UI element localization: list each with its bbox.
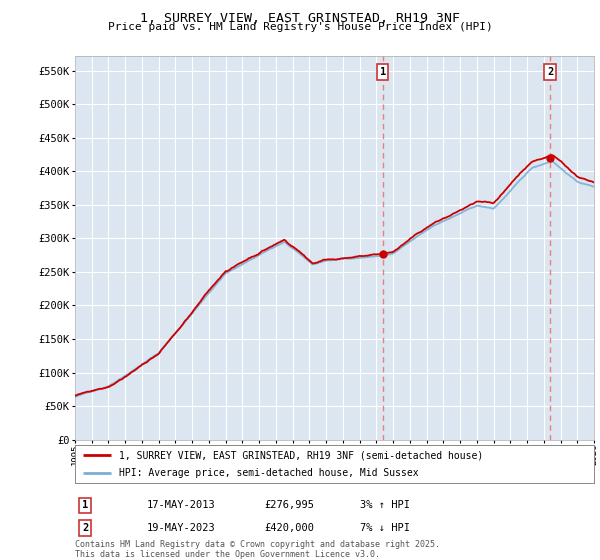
Text: 7% ↓ HPI: 7% ↓ HPI	[360, 523, 410, 533]
Text: 2: 2	[547, 67, 553, 77]
Text: £420,000: £420,000	[264, 523, 314, 533]
Text: 1: 1	[82, 500, 88, 510]
Text: 17-MAY-2013: 17-MAY-2013	[147, 500, 216, 510]
Text: 3% ↑ HPI: 3% ↑ HPI	[360, 500, 410, 510]
Text: 1, SURREY VIEW, EAST GRINSTEAD, RH19 3NF (semi-detached house): 1, SURREY VIEW, EAST GRINSTEAD, RH19 3NF…	[119, 450, 484, 460]
Text: HPI: Average price, semi-detached house, Mid Sussex: HPI: Average price, semi-detached house,…	[119, 468, 419, 478]
Text: 1: 1	[380, 67, 386, 77]
Text: 19-MAY-2023: 19-MAY-2023	[147, 523, 216, 533]
Text: £276,995: £276,995	[264, 500, 314, 510]
Text: 2: 2	[82, 523, 88, 533]
Text: 1, SURREY VIEW, EAST GRINSTEAD, RH19 3NF: 1, SURREY VIEW, EAST GRINSTEAD, RH19 3NF	[140, 12, 460, 25]
Text: Contains HM Land Registry data © Crown copyright and database right 2025.
This d: Contains HM Land Registry data © Crown c…	[75, 540, 440, 559]
Text: Price paid vs. HM Land Registry's House Price Index (HPI): Price paid vs. HM Land Registry's House …	[107, 22, 493, 32]
